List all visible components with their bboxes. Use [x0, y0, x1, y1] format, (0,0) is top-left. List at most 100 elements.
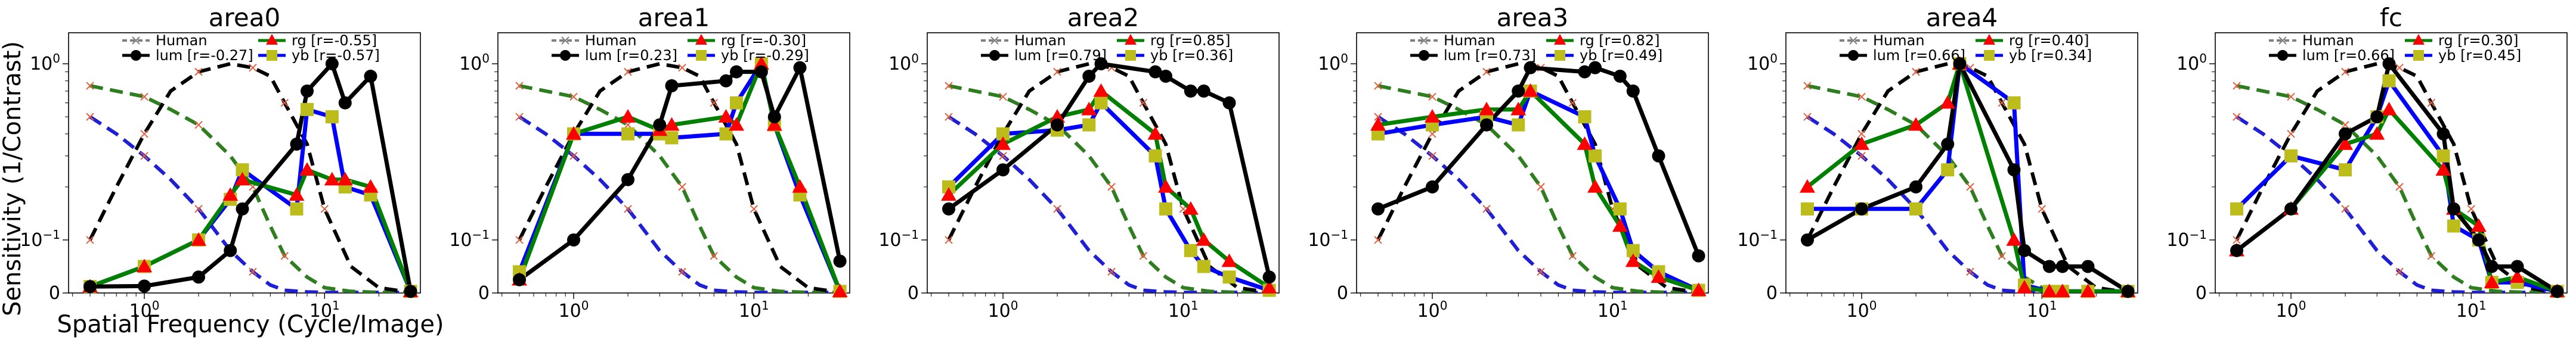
series-lum-point	[2472, 233, 2485, 247]
series-lum-point	[1480, 118, 1494, 132]
legend-yb-marker	[2413, 50, 2424, 61]
x-tick-label: 101	[739, 298, 769, 322]
series-lum-line	[2235, 61, 2559, 293]
human-x-marker	[1966, 267, 1974, 276]
series-lum-point	[1909, 180, 1923, 194]
y-tick-label: 0	[1766, 283, 1778, 304]
series-rg-point	[337, 172, 353, 186]
series-rg-point	[1261, 280, 1277, 294]
series-rg-point	[1370, 117, 1386, 131]
plot-area	[1374, 62, 1701, 293]
human-lum-curve	[88, 62, 411, 293]
series-lum-point	[1578, 65, 1592, 79]
human-x-marker	[2233, 113, 2241, 121]
series-rg-point	[1049, 109, 1066, 123]
series-lum-point	[621, 173, 635, 186]
series-lum-point	[767, 110, 781, 124]
series-lum-point	[1197, 84, 1210, 98]
series-rg-point	[766, 117, 782, 131]
series-yb-line	[2235, 79, 2558, 293]
human-x-marker	[140, 152, 148, 160]
y-tick-exponent: 0	[1770, 51, 1778, 66]
y-tick-exponent: 0	[1340, 51, 1348, 66]
x-tick-label: 101	[1597, 298, 1628, 322]
legend-human-marker	[561, 36, 569, 45]
legend-human-marker	[1849, 36, 1857, 45]
human-x-marker	[2233, 236, 2241, 244]
series-yb-point	[2436, 149, 2450, 163]
human-x-marker	[1139, 251, 1147, 260]
series-yb-point	[2339, 163, 2352, 177]
series-rg-point	[2369, 126, 2385, 140]
y-tick-label: 100	[459, 51, 490, 74]
series-yb-point	[942, 180, 956, 194]
human-x-marker	[1374, 82, 1382, 90]
legend-human-marker	[990, 36, 999, 45]
series-lum-line	[1806, 61, 2129, 293]
legend-human-label: Human	[1873, 32, 1925, 49]
series-lum-point	[1262, 270, 1276, 284]
series-lum-point	[1801, 233, 1815, 247]
axes-frame	[1785, 32, 2138, 294]
series-rg-point	[1690, 282, 1707, 297]
human-x-marker	[678, 267, 686, 276]
human-rg-curve	[519, 84, 840, 293]
series-yb-point	[1578, 110, 1592, 124]
legend-rg-marker	[2413, 34, 2425, 45]
human-x-marker	[515, 236, 524, 244]
series-yb-point	[236, 163, 249, 177]
series-yb-point	[1159, 202, 1173, 216]
series-rg-point	[222, 187, 239, 201]
series-lum-point	[364, 69, 377, 83]
series-lum-point	[2081, 260, 2095, 273]
x-tick-exponent: 1	[332, 298, 340, 313]
human-rg-curve	[2236, 84, 2558, 293]
series-rg-point	[620, 109, 636, 123]
series-yb-line	[517, 61, 842, 292]
legend-rg-marker	[266, 34, 278, 45]
legend-rg-marker	[1125, 34, 1137, 45]
human-x-marker	[1568, 99, 1577, 107]
human-x-marker	[2287, 92, 2295, 101]
human-x-marker	[710, 251, 718, 260]
human-x-marker	[1912, 67, 1920, 76]
human-x-marker	[1537, 183, 1545, 191]
human-x-marker	[1537, 267, 1545, 276]
series-lum-point	[1148, 65, 1162, 79]
x-tick-exponent: 0	[581, 298, 589, 313]
series-lum-point	[996, 163, 1010, 177]
human-x-marker	[678, 63, 686, 72]
series-rg-point	[1221, 253, 1237, 267]
series-lum-point	[1159, 69, 1173, 83]
human-x-marker	[140, 130, 148, 138]
legend-rg-label: rg [r=-0.30]	[721, 32, 806, 49]
legend-yb-label: yb [r=0.45]	[2438, 47, 2521, 64]
legend-lum-marker	[560, 50, 571, 61]
series-lum-point	[2550, 285, 2564, 298]
series-lum-point	[301, 84, 314, 98]
series-rg-point	[664, 117, 680, 131]
axes-frame	[2215, 32, 2568, 294]
human-x-marker	[1428, 92, 1436, 101]
human-x-marker	[2287, 130, 2295, 138]
series-rg-point	[1522, 83, 1538, 97]
series-yb-point	[1222, 270, 1236, 284]
human-x-marker	[194, 67, 203, 76]
series-rg-point	[2435, 162, 2451, 176]
series-lum-point	[1094, 57, 1108, 71]
y-tick-label: 0	[2196, 283, 2207, 304]
series-lum-point	[1941, 137, 1955, 151]
series-lum-point	[2436, 127, 2450, 141]
series-lum-point	[83, 280, 97, 294]
series-lum-point	[2510, 260, 2524, 273]
human-x-marker	[1139, 99, 1147, 107]
series-yb-point	[1094, 96, 1108, 110]
x-tick-exponent: 0	[1440, 298, 1448, 313]
series-rg-point	[299, 162, 315, 176]
series-yb-point	[1512, 118, 1525, 132]
y-tick-label: 10−1	[1308, 227, 1348, 251]
human-x-marker	[86, 236, 94, 244]
